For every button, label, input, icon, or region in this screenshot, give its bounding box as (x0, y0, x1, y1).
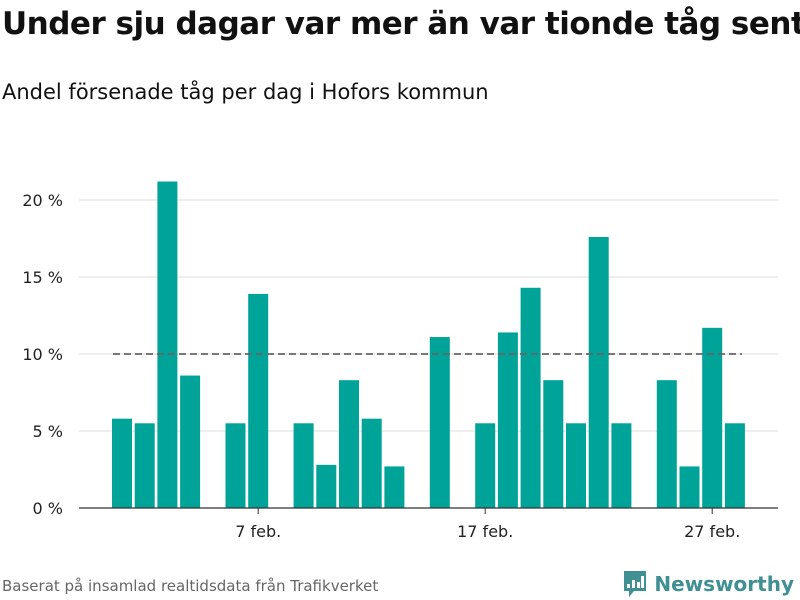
bar (724, 423, 745, 508)
bar (656, 380, 677, 508)
bar (361, 418, 382, 508)
brand-name: Newsworthy (654, 572, 794, 596)
y-tick-label: 15 % (22, 268, 63, 287)
y-tick-label: 5 % (33, 422, 63, 441)
bar (134, 423, 155, 508)
bar (225, 423, 246, 508)
bar (248, 293, 269, 508)
bar (566, 423, 586, 508)
bar (180, 375, 201, 508)
y-tick-label: 20 % (22, 191, 63, 210)
bar (429, 337, 450, 508)
bar (702, 327, 723, 508)
bar (293, 423, 314, 508)
bar (520, 287, 541, 508)
x-tick-label: 7 feb. (235, 522, 281, 541)
bar (112, 418, 132, 508)
bar (316, 464, 337, 508)
bar (339, 380, 359, 508)
bar-chart: 0 % 5 % 10 % 15 % 20 % 7 feb. 17 feb. 27 feb. (22, 181, 778, 541)
bar (157, 181, 178, 508)
brand-logo: Newsworthy (622, 569, 794, 599)
bar (475, 423, 496, 508)
chart-title: Under sju dagar var mer än var tionde tå… (2, 6, 800, 42)
x-tick-label: 27 feb. (684, 522, 740, 541)
bar (497, 332, 518, 508)
newsworthy-logo-icon (624, 571, 647, 597)
y-tick-label: 0 % (33, 499, 63, 518)
bar (588, 236, 609, 508)
chart-subtitle: Andel försenade tåg per dag i Hofors kom… (2, 80, 489, 104)
bar (611, 423, 632, 508)
bar (543, 380, 564, 508)
x-tick-label: 17 feb. (457, 522, 513, 541)
source-note: Baserat på insamlad realtidsdata från Tr… (2, 577, 379, 595)
bar (679, 466, 700, 508)
bar (384, 466, 405, 508)
y-tick-label: 10 % (22, 345, 63, 364)
